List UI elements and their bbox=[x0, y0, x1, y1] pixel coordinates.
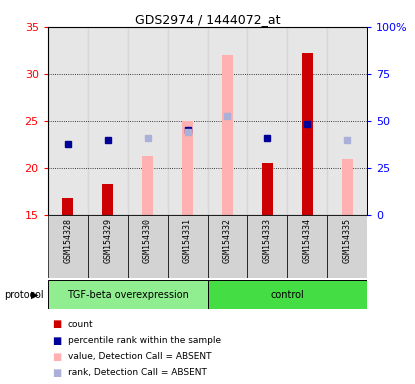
Bar bbox=[327, 27, 367, 215]
Text: TGF-beta overexpression: TGF-beta overexpression bbox=[67, 290, 188, 300]
FancyBboxPatch shape bbox=[287, 215, 327, 278]
Text: ■: ■ bbox=[52, 336, 61, 346]
Bar bbox=[48, 27, 88, 215]
Bar bbox=[88, 27, 128, 215]
Text: protocol: protocol bbox=[4, 290, 44, 300]
FancyBboxPatch shape bbox=[168, 215, 208, 278]
Text: ■: ■ bbox=[52, 319, 61, 329]
FancyBboxPatch shape bbox=[327, 215, 367, 278]
Bar bbox=[208, 27, 247, 215]
Bar bbox=[168, 27, 208, 215]
Text: GSM154329: GSM154329 bbox=[103, 218, 112, 263]
Text: GSM154332: GSM154332 bbox=[223, 218, 232, 263]
Bar bbox=[247, 27, 287, 215]
Text: ■: ■ bbox=[52, 368, 61, 378]
FancyBboxPatch shape bbox=[48, 215, 88, 278]
Bar bbox=[208, 280, 367, 309]
Bar bbox=[48, 280, 208, 309]
Text: GSM154330: GSM154330 bbox=[143, 218, 152, 263]
Text: ▶: ▶ bbox=[31, 290, 38, 300]
Text: GSM154333: GSM154333 bbox=[263, 218, 272, 263]
FancyBboxPatch shape bbox=[247, 215, 287, 278]
Bar bbox=[222, 55, 233, 215]
Text: GSM154328: GSM154328 bbox=[63, 218, 72, 263]
Bar bbox=[182, 121, 193, 215]
Text: GSM154334: GSM154334 bbox=[303, 218, 312, 263]
Title: GDS2974 / 1444072_at: GDS2974 / 1444072_at bbox=[135, 13, 280, 26]
Text: count: count bbox=[68, 320, 93, 329]
FancyBboxPatch shape bbox=[88, 215, 128, 278]
Bar bbox=[142, 156, 153, 215]
Bar bbox=[128, 27, 168, 215]
Text: GSM154331: GSM154331 bbox=[183, 218, 192, 263]
Text: GSM154335: GSM154335 bbox=[343, 218, 352, 263]
Bar bbox=[102, 184, 113, 215]
Text: ■: ■ bbox=[52, 352, 61, 362]
Text: value, Detection Call = ABSENT: value, Detection Call = ABSENT bbox=[68, 352, 211, 361]
Text: percentile rank within the sample: percentile rank within the sample bbox=[68, 336, 221, 345]
Bar bbox=[262, 163, 273, 215]
Bar bbox=[62, 198, 73, 215]
Bar bbox=[287, 27, 327, 215]
Bar bbox=[342, 159, 353, 215]
FancyBboxPatch shape bbox=[128, 215, 168, 278]
FancyBboxPatch shape bbox=[208, 215, 247, 278]
Text: rank, Detection Call = ABSENT: rank, Detection Call = ABSENT bbox=[68, 368, 207, 377]
Bar bbox=[302, 53, 313, 215]
Text: control: control bbox=[271, 290, 304, 300]
